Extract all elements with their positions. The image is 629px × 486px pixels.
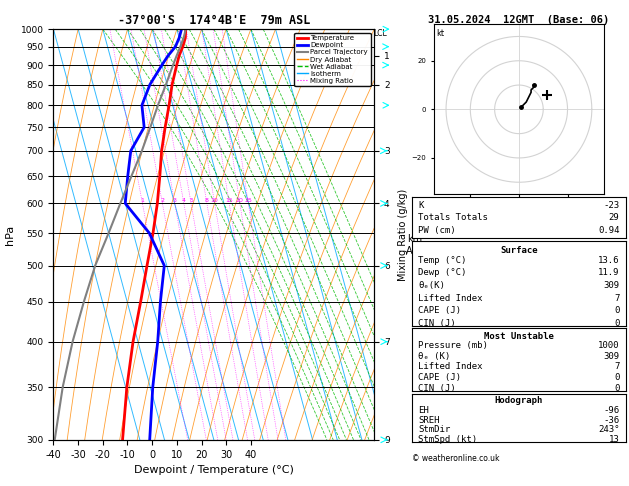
- Text: 20: 20: [236, 198, 244, 204]
- Text: 0: 0: [614, 306, 620, 315]
- Text: Dewp (°C): Dewp (°C): [418, 268, 467, 278]
- Text: SREH: SREH: [418, 416, 440, 425]
- Text: 7: 7: [614, 363, 620, 371]
- Y-axis label: km
ASL: km ASL: [406, 235, 424, 256]
- Text: 2: 2: [160, 198, 164, 204]
- Text: © weatheronline.co.uk: © weatheronline.co.uk: [412, 454, 499, 464]
- Text: 8: 8: [205, 198, 209, 204]
- Text: 13.6: 13.6: [598, 256, 620, 265]
- Text: Lifted Index: Lifted Index: [418, 294, 483, 303]
- Text: Lifted Index: Lifted Index: [418, 363, 483, 371]
- Legend: Temperature, Dewpoint, Parcel Trajectory, Dry Adiabat, Wet Adiabat, Isotherm, Mi: Temperature, Dewpoint, Parcel Trajectory…: [294, 33, 370, 87]
- Text: 7: 7: [614, 294, 620, 303]
- Text: 13: 13: [609, 435, 620, 444]
- Text: CIN (J): CIN (J): [418, 384, 456, 393]
- Text: 0.94: 0.94: [598, 226, 620, 235]
- Text: 243°: 243°: [598, 425, 620, 434]
- Text: 1000: 1000: [598, 341, 620, 350]
- Text: PW (cm): PW (cm): [418, 226, 456, 235]
- Text: -23: -23: [603, 201, 620, 209]
- Text: 10: 10: [211, 198, 218, 204]
- Text: θₑ (K): θₑ (K): [418, 351, 450, 361]
- Text: CIN (J): CIN (J): [418, 319, 456, 328]
- Text: Totals Totals: Totals Totals: [418, 213, 488, 222]
- Text: LCL: LCL: [373, 29, 387, 38]
- Text: CAPE (J): CAPE (J): [418, 306, 462, 315]
- Text: 31.05.2024  12GMT  (Base: 06): 31.05.2024 12GMT (Base: 06): [428, 15, 610, 25]
- Text: 11.9: 11.9: [598, 268, 620, 278]
- Text: K: K: [418, 201, 424, 209]
- Text: kt: kt: [437, 29, 445, 38]
- Text: 0: 0: [614, 319, 620, 328]
- Text: -96: -96: [603, 406, 620, 415]
- Text: 309: 309: [603, 351, 620, 361]
- Text: 15: 15: [225, 198, 233, 204]
- Text: Pressure (mb): Pressure (mb): [418, 341, 488, 350]
- Text: CAPE (J): CAPE (J): [418, 373, 462, 382]
- Text: 1: 1: [140, 198, 144, 204]
- Text: 25: 25: [245, 198, 252, 204]
- Text: 309: 309: [603, 281, 620, 290]
- Text: 29: 29: [609, 213, 620, 222]
- Y-axis label: hPa: hPa: [5, 225, 15, 244]
- Text: 5: 5: [189, 198, 193, 204]
- Text: θₑ(K): θₑ(K): [418, 281, 445, 290]
- Text: Hodograph: Hodograph: [495, 396, 543, 405]
- Title: -37°00'S  174°4B'E  79m ASL: -37°00'S 174°4B'E 79m ASL: [118, 14, 310, 27]
- Text: Mixing Ratio (g/kg): Mixing Ratio (g/kg): [398, 189, 408, 280]
- Text: StmSpd (kt): StmSpd (kt): [418, 435, 477, 444]
- Text: Temp (°C): Temp (°C): [418, 256, 467, 265]
- Text: EH: EH: [418, 406, 429, 415]
- Text: 3: 3: [173, 198, 177, 204]
- Text: 4: 4: [182, 198, 186, 204]
- Text: Most Unstable: Most Unstable: [484, 332, 554, 341]
- Text: -36: -36: [603, 416, 620, 425]
- Text: StmDir: StmDir: [418, 425, 450, 434]
- Text: 0: 0: [614, 373, 620, 382]
- Text: 0: 0: [614, 384, 620, 393]
- X-axis label: Dewpoint / Temperature (°C): Dewpoint / Temperature (°C): [134, 465, 294, 475]
- Text: Surface: Surface: [500, 246, 538, 255]
